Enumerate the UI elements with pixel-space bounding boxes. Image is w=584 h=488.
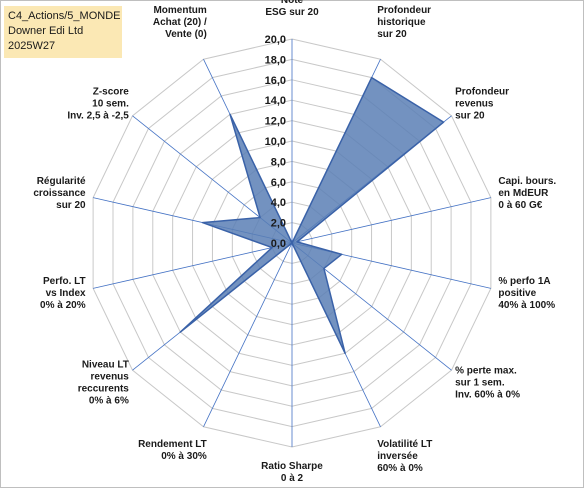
tick-label: 6,0	[271, 177, 286, 189]
tick-label: 14,0	[265, 95, 286, 107]
axis-label: Profondeur historique sur 20	[377, 5, 431, 40]
tick-label: 18,0	[265, 54, 286, 66]
series-area	[179, 76, 445, 355]
axis-spoke	[291, 197, 491, 244]
radar-series	[179, 76, 445, 355]
radar-axis-labels: Note ESG sur 20 Profondeur historique sur 20…	[33, 0, 556, 484]
tick-label: 2,0	[271, 218, 286, 230]
tick-label: 20,0	[265, 34, 286, 46]
axis-label: Volatilité LT inversée 60% à 0%	[377, 439, 432, 474]
tick-label: 8,0	[271, 156, 286, 168]
tick-label: 12,0	[265, 116, 286, 128]
tick-label: 16,0	[265, 75, 286, 87]
tick-label: 0,0	[271, 238, 286, 250]
axis-label: Note ESG sur 20	[265, 0, 319, 18]
axis-label: % perfo 1A positive 40% à 100%	[498, 276, 555, 311]
tick-label: 4,0	[271, 197, 286, 209]
axis-label: Capi. bours. en MdEUR 0 à 60 G€	[498, 176, 556, 211]
radar-tick-labels: 0,0 2,0 4,0 6,0 8,0 10,0 12,0 14,0 16,0 18,0 20,0	[265, 34, 286, 250]
info-week: 2025W27	[8, 40, 56, 52]
axis-label: % perte max. sur 1 sem. Inv. 60% à 0%	[455, 366, 520, 401]
axis-label: Profondeur revenus sur 20	[455, 86, 509, 121]
axis-label: Momentum Achat (20) / Vente (0)	[153, 5, 207, 40]
tick-label: 10,0	[265, 136, 286, 148]
axis-label: Z-score 10 sem. Inv. 2,5 à -2,5	[67, 86, 129, 121]
axis-label: Niveau LT revenus reccurents 0% à 6%	[78, 360, 130, 407]
axis-label: Perfo. LT vs Index 0% à 20%	[40, 276, 86, 311]
info-company: Downer Edi Ltd	[8, 25, 84, 37]
axis-label: Régularité croissance sur 20	[33, 176, 86, 211]
axis-spoke	[203, 242, 293, 427]
info-category: C4_Actions/5_MONDE	[8, 10, 121, 22]
info-box: C4_Actions/5_MONDE Downer Edi Ltd 2025W2…	[4, 6, 122, 58]
axis-label: Ratio Sharpe 0 à 2	[261, 461, 323, 484]
axis-spoke	[93, 242, 293, 289]
axis-label: Rendement LT 0% à 30%	[138, 439, 207, 462]
